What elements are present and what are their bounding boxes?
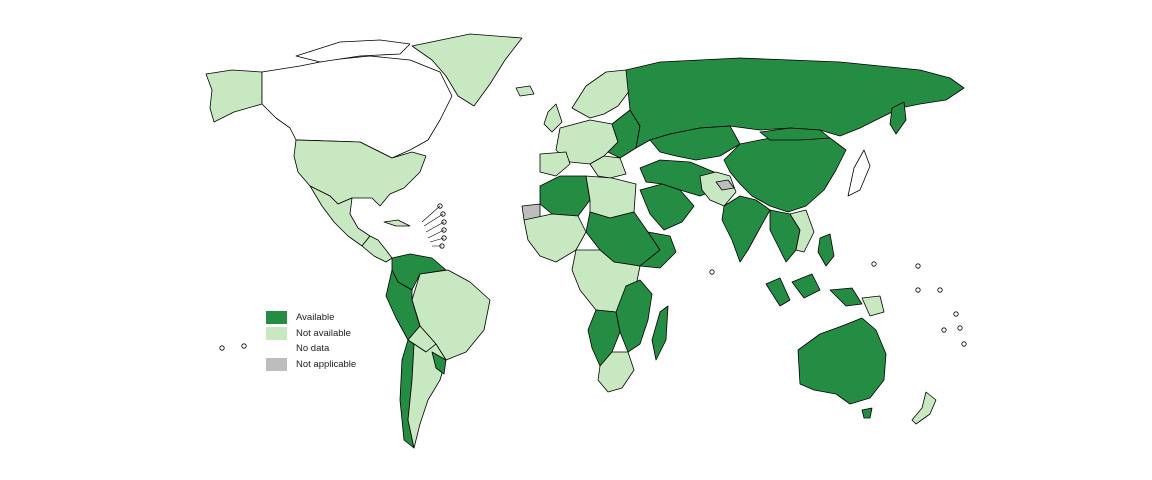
region-iberia bbox=[539, 151, 571, 177]
region-philippines bbox=[817, 233, 835, 267]
legend: Available Not available No data Not applica… bbox=[266, 310, 356, 372]
legend-label: Available bbox=[296, 312, 335, 323]
region-indonesia bbox=[765, 273, 863, 307]
region-madagascar bbox=[651, 305, 669, 361]
region-mexico bbox=[309, 185, 371, 247]
region-paraguay-uruguay bbox=[431, 351, 447, 375]
region-afghanistan-pakistan bbox=[699, 171, 737, 207]
legend-swatch bbox=[266, 357, 287, 371]
legend-swatch bbox=[266, 311, 287, 324]
region-india bbox=[721, 195, 771, 263]
region-egypt-libya bbox=[585, 175, 637, 219]
region-japan bbox=[847, 149, 871, 197]
region-sakhalin bbox=[889, 101, 907, 135]
legend-item-not-applicable: Not applicable bbox=[266, 357, 356, 372]
region-central-america bbox=[361, 235, 393, 263]
legend-item-not-available: Not available bbox=[266, 326, 356, 341]
legend-item-no-data: No data bbox=[266, 341, 356, 356]
legend-label: Not available bbox=[296, 327, 351, 339]
region-canada bbox=[261, 55, 453, 159]
region-mongolia bbox=[759, 127, 831, 141]
region-scandinavia bbox=[571, 69, 631, 119]
island-callout-lines bbox=[421, 205, 445, 247]
region-tasmania bbox=[861, 407, 873, 419]
region-kazakhstan bbox=[649, 125, 741, 161]
region-alaska bbox=[205, 69, 263, 123]
region-iceland bbox=[515, 85, 535, 97]
region-canada-islands bbox=[295, 39, 411, 63]
region-maghreb bbox=[539, 175, 591, 217]
region-indochina bbox=[789, 209, 815, 253]
region-australia bbox=[797, 317, 887, 405]
region-new-zealand bbox=[911, 391, 937, 425]
region-balkans-italy bbox=[589, 155, 627, 179]
legend-swatch bbox=[266, 342, 287, 355]
legend-swatch bbox=[266, 326, 287, 340]
region-greenland bbox=[411, 33, 523, 107]
region-cuba bbox=[383, 219, 411, 227]
region-argentina bbox=[407, 343, 447, 449]
region-himalaya-na bbox=[715, 179, 735, 191]
region-arabia bbox=[639, 183, 695, 231]
region-papua bbox=[861, 295, 885, 317]
region-southern-africa bbox=[597, 351, 635, 393]
legend-label: No data bbox=[296, 343, 330, 354]
legend-label: Not applicable bbox=[296, 358, 357, 370]
legend-item-available: Available bbox=[266, 310, 356, 325]
region-horn bbox=[639, 231, 677, 269]
region-usa bbox=[293, 139, 427, 207]
region-uk bbox=[543, 103, 563, 133]
